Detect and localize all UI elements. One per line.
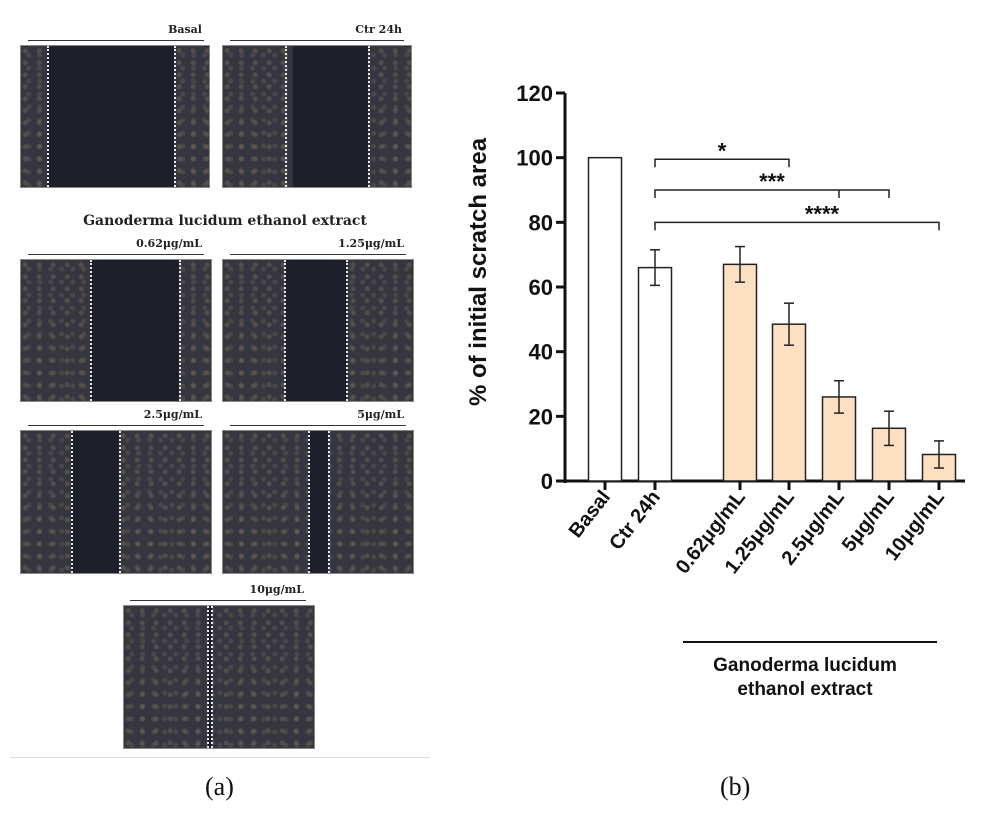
significance-bracket — [654, 189, 890, 198]
bar — [722, 263, 758, 482]
bar — [771, 323, 807, 482]
group-label-line2: ethanol extract — [737, 679, 873, 700]
label-line — [28, 40, 204, 41]
label-line — [230, 40, 404, 41]
y-axis-label: % of initial scratch area — [465, 137, 492, 406]
panel-a-label: (a) — [205, 772, 234, 801]
y-tick-label: 80 — [529, 210, 553, 235]
bar — [637, 266, 673, 482]
micrograph-1-25 — [222, 259, 414, 402]
y-tick-label: 0 — [541, 469, 553, 494]
group-label-line1: Ganoderma lucidum — [713, 655, 897, 676]
micrograph-0-62 — [20, 259, 212, 402]
micrograph-basal — [20, 45, 210, 188]
image-label: 1.25μg/mL — [338, 237, 404, 250]
significance-bracket — [654, 158, 790, 168]
y-tick-label: 40 — [529, 340, 553, 365]
divider — [10, 757, 430, 758]
image-label: 2.5μg/mL — [143, 408, 202, 421]
y-tick-label: 60 — [529, 275, 553, 300]
label-line — [28, 254, 204, 255]
label-line — [230, 254, 406, 255]
y-tick-label: 20 — [529, 404, 553, 429]
label-line — [130, 600, 306, 601]
significance-label: * — [718, 138, 727, 163]
significance-label: **** — [805, 201, 840, 226]
image-label: 10μg/mL — [249, 583, 304, 596]
micrograph-5 — [222, 430, 414, 574]
image-label: 5μg/mL — [357, 408, 404, 421]
y-tick-label: 120 — [516, 81, 553, 106]
image-label: Ctr 24h — [355, 23, 402, 36]
micrograph-10 — [123, 605, 315, 749]
panel-a-group-title: Ganoderma lucidum ethanol extract — [83, 213, 367, 229]
label-line — [230, 425, 406, 426]
image-label: 0.62μg/mL — [136, 237, 202, 250]
x-tick-label: Basal — [565, 487, 615, 543]
image-label: Basal — [168, 23, 202, 36]
significance-bracket — [654, 221, 940, 231]
significance-label: *** — [759, 169, 785, 194]
label-line — [28, 425, 204, 426]
y-tick-label: 100 — [516, 146, 553, 171]
panel-b-label: (b) — [720, 772, 751, 801]
micrograph-ctr-24h — [222, 45, 412, 188]
x-tick-label: Ctr 24h — [605, 487, 665, 555]
bar — [587, 156, 623, 482]
micrograph-2-5 — [20, 430, 212, 574]
